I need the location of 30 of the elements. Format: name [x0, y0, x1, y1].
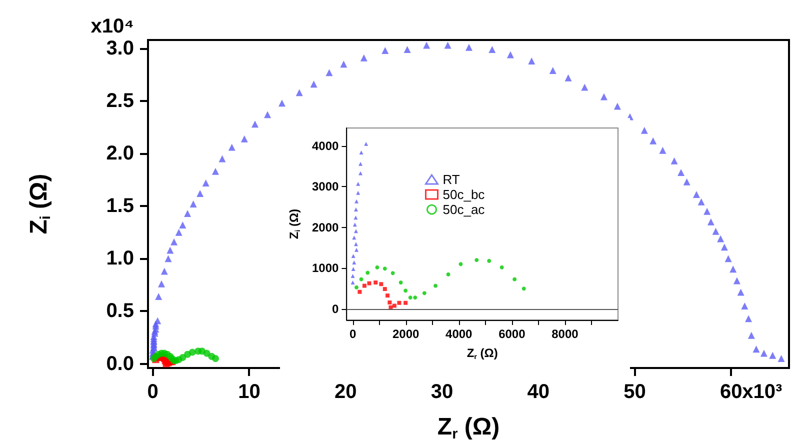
- text: x10³: [742, 381, 783, 403]
- y-tick-label: 3.0: [106, 37, 134, 60]
- x-tick-label: 8000: [552, 327, 579, 341]
- y-tick-label: 0: [332, 302, 340, 316]
- y-tick-label: 2.5: [106, 90, 134, 112]
- y-tick-label: 4000: [312, 138, 340, 153]
- x-tick-label: 0: [147, 381, 158, 403]
- x-tick-label: 40: [527, 381, 550, 403]
- x-tick-label: 2000: [392, 327, 420, 341]
- x-tick-label: 30: [430, 381, 454, 403]
- x-tick-label: 10: [238, 381, 260, 403]
- y-tick-label: 0.0: [106, 352, 134, 375]
- x-tick-label: 0: [349, 327, 356, 341]
- legend-label: 50c_ac: [442, 202, 486, 217]
- y-tick-label: 3000: [312, 180, 340, 194]
- legend-label: RT: [442, 172, 460, 187]
- x-tick-label: 50: [624, 381, 646, 403]
- y-tick-label: 1.0: [106, 248, 134, 270]
- y-tick-label: 2.0: [106, 142, 134, 165]
- y-axis-title: Zi (Ω): [25, 174, 54, 234]
- text: x10⁴: [90, 15, 134, 38]
- legend-label: 50c_bc: [442, 187, 486, 202]
- y-tick-label: 2000: [312, 220, 340, 234]
- x-tick-label: 20: [334, 381, 357, 403]
- y-tick-label: 1.5: [106, 195, 134, 218]
- x-tick-label: 4000: [446, 327, 473, 341]
- y-tick-label: 1000: [312, 261, 340, 276]
- y-tick-label: 0.5: [106, 300, 134, 322]
- x-tick-label: 60: [720, 381, 742, 403]
- x-tick-label: 6000: [498, 327, 526, 341]
